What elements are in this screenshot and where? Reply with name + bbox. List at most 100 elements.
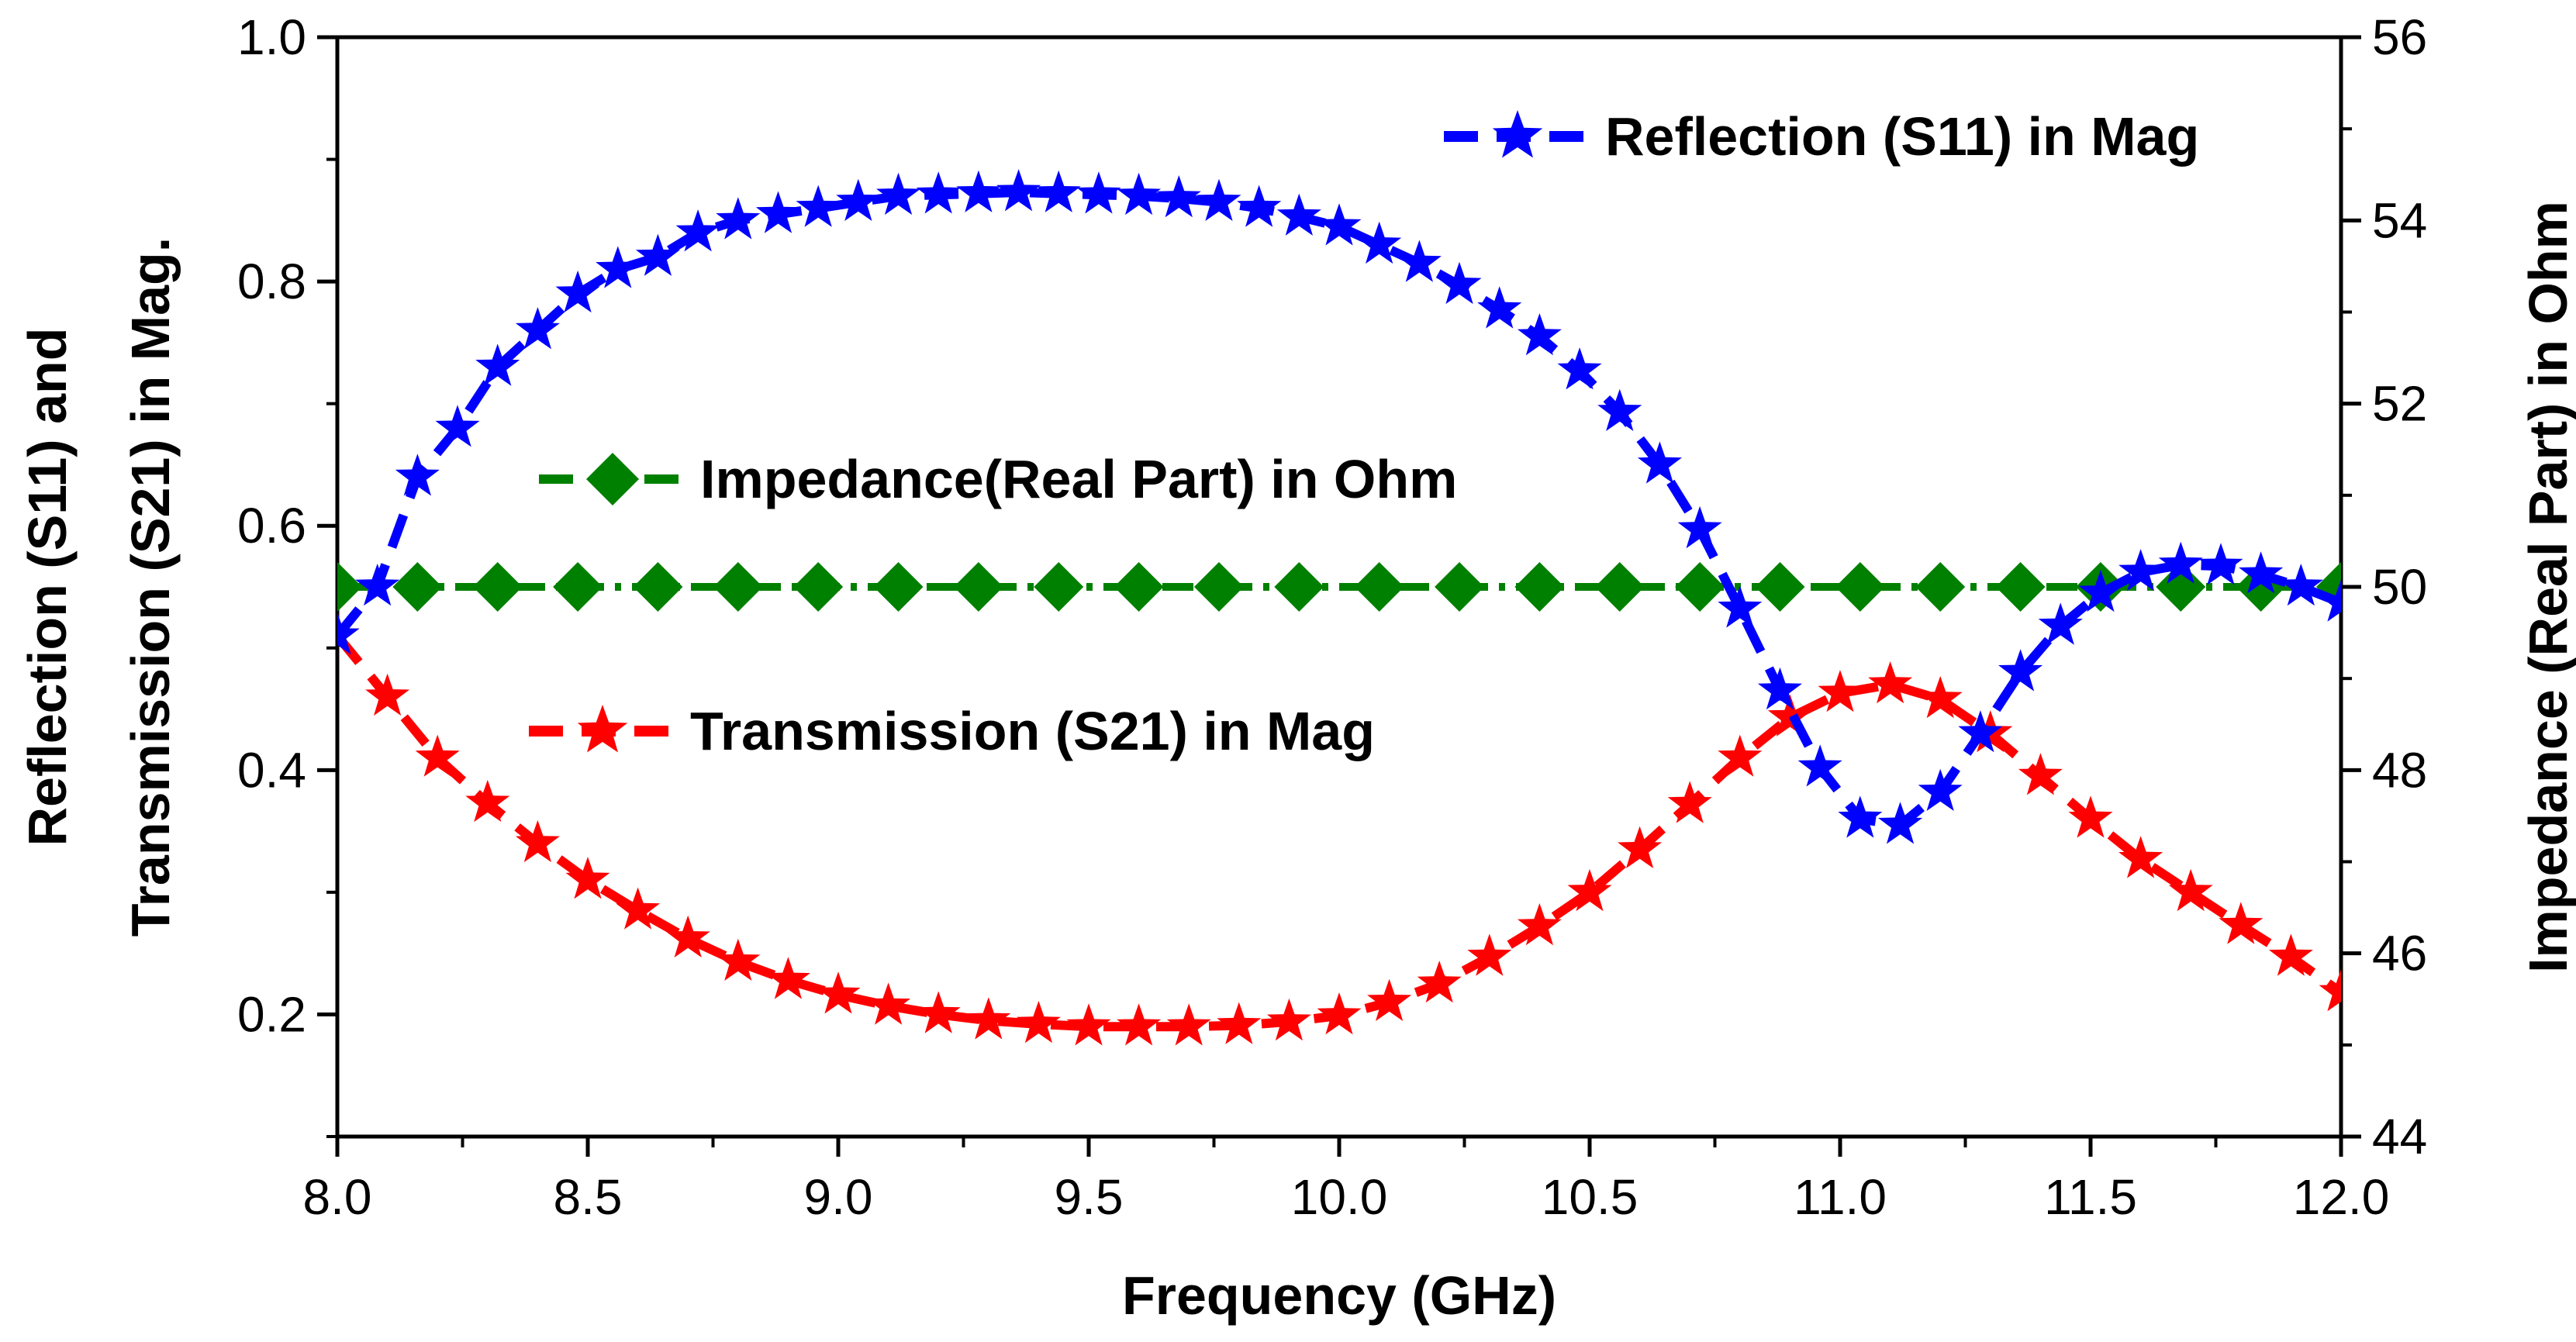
- data-point-star: [755, 191, 800, 233]
- data-point-star: [716, 197, 761, 240]
- legend: Reflection (S11) in Mag Impedance(Real P…: [529, 106, 2199, 761]
- y-left-tick-label: 0.6: [237, 498, 306, 554]
- data-point-star: [2018, 753, 2063, 795]
- data-point-star: [1618, 826, 1663, 868]
- data-point-star: [675, 209, 720, 252]
- data-point-star: [565, 857, 610, 899]
- data-point-diamond: [953, 562, 1003, 612]
- y-right-tick-label: 54: [2372, 192, 2427, 248]
- data-point-star: [1237, 185, 1282, 227]
- data-point-star: [1998, 649, 2043, 692]
- data-point-star: [1567, 868, 1612, 912]
- data-point-star: [1066, 1003, 1111, 1046]
- data-point-diamond: [392, 562, 443, 612]
- y-left-axis-title-line2: Transmission (S21) in Mag.: [120, 237, 181, 937]
- data-point-star: [2278, 564, 2323, 606]
- x-tick-label: 11.0: [1794, 1169, 1887, 1225]
- data-point-star: [1317, 203, 1362, 246]
- data-point-star: [1557, 347, 1602, 390]
- data-point-star: [1166, 1003, 1211, 1046]
- data-point-diamond: [1675, 562, 1725, 612]
- data-point-star: [2168, 868, 2213, 912]
- data-point-diamond: [1835, 562, 1885, 612]
- data-point-star: [2068, 795, 2113, 838]
- x-tick-label: 12.0: [2293, 1169, 2390, 1225]
- data-point-diamond: [873, 562, 924, 612]
- data-point-star: [796, 185, 841, 227]
- data-point-star: [2078, 569, 2123, 612]
- x-tick-label: 11.5: [2044, 1169, 2137, 1225]
- y-right-axis-title: Impedance (Real Part) in Ohm: [2518, 201, 2576, 973]
- data-point-star: [1156, 175, 1201, 218]
- data-point-star: [515, 819, 560, 863]
- data-point-star: [1266, 998, 1311, 1041]
- data-point-star: [876, 172, 921, 216]
- data-point-star: [1117, 1003, 1162, 1046]
- data-point-star: [1868, 661, 1913, 704]
- data-point-diamond: [472, 562, 523, 612]
- data-point-star: [365, 673, 410, 716]
- data-point-star: [635, 233, 680, 276]
- data-point-diamond: [1755, 562, 1805, 612]
- x-axis: 8.0 8.5 9.0 9.5 10.0 10.5 11.0 11.5 12.0: [303, 1137, 2390, 1225]
- data-point-star: [916, 171, 961, 214]
- series-line: [337, 633, 2341, 1032]
- y-right-tick-label: 50: [2372, 559, 2427, 615]
- data-point-diamond: [793, 562, 844, 612]
- x-tick-label: 8.0: [303, 1169, 372, 1225]
- data-point-diamond: [1274, 562, 1324, 612]
- data-point-diamond: [1034, 562, 1084, 612]
- data-point-star: [555, 270, 600, 313]
- legend-item-transmission: Transmission (S21) in Mag: [529, 701, 1375, 761]
- y-right-tick-label: 44: [2372, 1109, 2427, 1164]
- y-left-axis-title-line1: Reflection (S11) and: [17, 327, 78, 846]
- series-line: [337, 188, 2341, 830]
- y-left-tick-label: 0.8: [237, 254, 306, 309]
- data-point-star: [1417, 961, 1462, 1003]
- x-axis-title: Frequency (GHz): [1122, 1265, 1556, 1326]
- y-left-tick-label: 0.2: [237, 986, 306, 1042]
- data-point-star: [956, 170, 1001, 212]
- legend-item-impedance: Impedance(Real Part) in Ohm: [539, 449, 1457, 509]
- data-point-star: [1818, 670, 1863, 712]
- data-point-star: [1918, 676, 1963, 719]
- data-point-diamond: [1915, 562, 1966, 612]
- data-point-star: [966, 997, 1011, 1040]
- legend-marker-transmission: [577, 705, 628, 753]
- data-point-star: [1878, 802, 1923, 844]
- legend-item-reflection: Reflection (S11) in Mag: [1444, 106, 2199, 167]
- data-point-star: [1016, 1001, 1061, 1044]
- data-point-star: [1397, 240, 1442, 282]
- legend-label-transmission: Transmission (S21) in Mag: [690, 701, 1375, 761]
- data-point-diamond: [1594, 562, 1645, 612]
- data-point-star: [1367, 978, 1412, 1021]
- data-point-star: [1117, 172, 1162, 216]
- x-tick-label: 10.5: [1542, 1169, 1638, 1225]
- series-impedance: [337, 562, 2341, 612]
- data-point-star: [1517, 903, 1562, 946]
- data-point-diamond: [2156, 562, 2206, 612]
- y-right-axis: 44 46 48 50 52 54 56: [2341, 9, 2427, 1164]
- data-point-star: [2319, 969, 2341, 1012]
- data-point-star: [1597, 388, 1642, 431]
- data-point-diamond: [633, 562, 683, 612]
- data-point-star: [435, 405, 480, 447]
- data-point-star: [1477, 286, 1522, 329]
- data-point-star: [1517, 313, 1562, 356]
- data-point-star: [716, 938, 761, 981]
- data-point-diamond: [1354, 562, 1404, 612]
- data-point-star: [2198, 543, 2243, 585]
- data-point-star: [1437, 261, 1482, 305]
- data-point-star: [1718, 734, 1763, 777]
- data-point-star: [916, 991, 961, 1033]
- data-point-star: [1667, 781, 1712, 823]
- data-point-star: [2239, 551, 2284, 594]
- data-point-star: [1217, 1002, 1262, 1044]
- y-right-tick-label: 56: [2372, 9, 2427, 65]
- data-point-star: [2118, 836, 2163, 878]
- data-point-star: [1196, 178, 1241, 221]
- data-point-star: [1838, 795, 1883, 838]
- legend-label-impedance: Impedance(Real Part) in Ohm: [700, 449, 1457, 509]
- data-point-star: [465, 779, 510, 823]
